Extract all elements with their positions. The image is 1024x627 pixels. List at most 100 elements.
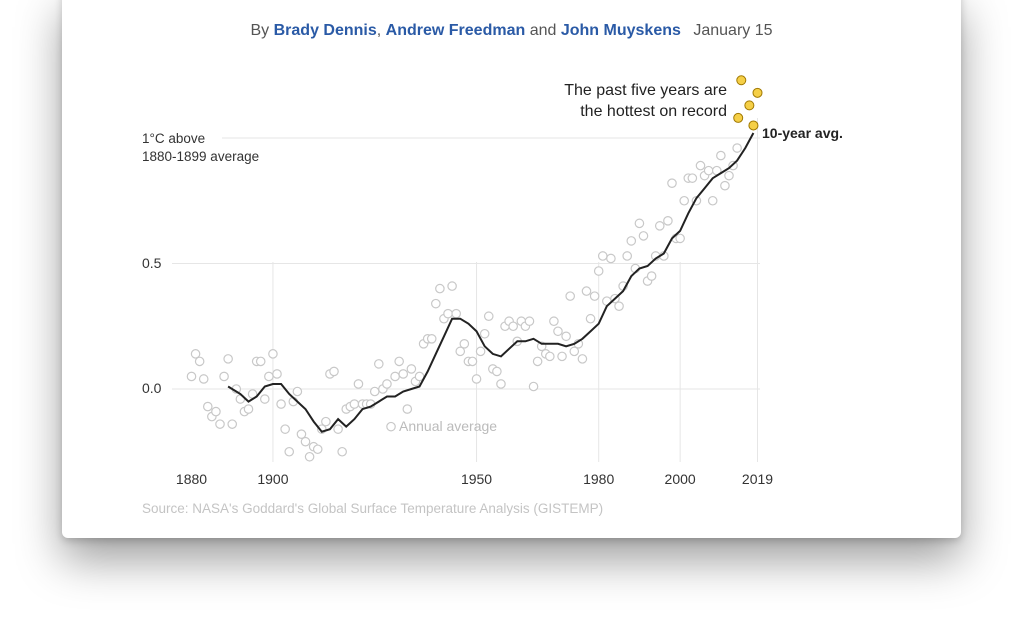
annual-dot [292, 386, 303, 397]
annual-dot [675, 233, 685, 244]
annual-dot [549, 316, 559, 327]
annual-dot [695, 160, 706, 171]
annual-dots [186, 143, 742, 462]
annual-dot [561, 331, 571, 342]
highlight-dot [733, 112, 744, 123]
x-tick-label: 1950 [461, 471, 492, 487]
gridlines [172, 118, 760, 462]
annual-dot [243, 404, 254, 414]
past-five-years-dots [733, 75, 763, 131]
annual-dot [394, 356, 404, 367]
annual-dot [268, 349, 278, 359]
annual-dot [190, 349, 201, 359]
x-axis-ticks: 1880 1900 1950 1980 2000 2019 [176, 471, 773, 487]
annual-dot [496, 379, 506, 389]
y-tick-label: 0.5 [142, 255, 162, 271]
annual-dot [646, 271, 657, 281]
annual-dot [223, 354, 233, 364]
annual-dot [654, 221, 665, 231]
author-link[interactable]: Brady Dennis [273, 22, 377, 39]
annual-dot [545, 351, 555, 362]
annual-dot [198, 374, 209, 384]
annual-dot [593, 266, 604, 276]
annual-dot [679, 195, 690, 206]
annual-dot [443, 308, 453, 319]
author-link[interactable]: John Muyskens [560, 22, 681, 39]
annual-dot [300, 436, 311, 447]
annual-dot [402, 404, 413, 414]
annual-dot [264, 371, 274, 382]
annual-dot [663, 216, 673, 226]
annual-dot [398, 369, 409, 379]
annual-dot [703, 165, 714, 176]
annual-dot [483, 311, 494, 322]
annual-dot [614, 301, 624, 311]
annual-dot [638, 231, 649, 241]
annual-dot [479, 328, 490, 339]
annual-dot [569, 346, 580, 357]
annual-dot [667, 178, 677, 188]
annual-dot [255, 356, 266, 367]
annual-dot [406, 364, 417, 374]
annual-dot [194, 356, 205, 367]
annual-dot [447, 281, 457, 291]
byline-separator: , [376, 22, 382, 39]
byline-separator: and [529, 22, 557, 39]
x-tick-label: 2000 [665, 471, 696, 487]
author-link[interactable]: Andrew Freedman [385, 22, 526, 39]
annual-dot [259, 394, 270, 404]
annual-dot [353, 379, 364, 389]
annual-dot [186, 371, 197, 382]
highlight-note-line2: the hottest on record [580, 103, 727, 120]
annual-dot [349, 399, 360, 409]
byline-prefix: By [250, 22, 270, 39]
annual-dot [606, 253, 616, 264]
annual-dot [426, 333, 437, 344]
annual-dot [296, 429, 307, 439]
highlight-dot [744, 100, 755, 111]
annual-dot [626, 236, 637, 246]
annual-dot [431, 298, 441, 309]
annual-dot [219, 371, 229, 382]
annual-dot [382, 379, 392, 389]
annual-dot [508, 321, 518, 332]
annual-dot [475, 346, 486, 357]
annual-dot [597, 251, 608, 261]
annual-dot [532, 356, 543, 367]
annual-dot [589, 291, 600, 301]
x-tick-label: 2019 [742, 471, 773, 487]
annual-dot [707, 195, 718, 206]
annual-dot [211, 406, 221, 417]
ten-year-avg-line [227, 132, 755, 433]
annual-dot [284, 446, 295, 457]
annual-dot [553, 326, 563, 337]
highlight-dot [752, 87, 763, 98]
annual-dot [467, 356, 478, 367]
annual-dot [720, 180, 730, 191]
ten-year-avg-label: 10-year avg. [762, 125, 843, 141]
annual-dot [304, 451, 315, 462]
byline: By Brady Dennis, Andrew Freedman and Joh… [62, 22, 961, 40]
annual-dot [492, 366, 502, 377]
annual-dot [337, 446, 347, 457]
annual-dot [565, 291, 575, 301]
annual-dot [557, 351, 567, 362]
annual-average-label: Annual average [399, 418, 497, 434]
y-axis-label-line2: 1880-1899 average [142, 149, 259, 164]
annual-dot [333, 424, 343, 434]
annual-dot [272, 369, 282, 379]
annual-dot [312, 444, 323, 455]
y-tick-label: 0.0 [142, 380, 162, 396]
x-tick-label: 1900 [257, 471, 288, 487]
source-note: Source: NASA's Goddard's Global Surface … [142, 501, 603, 516]
annual-dot [577, 354, 588, 364]
annual-dot [390, 371, 400, 382]
annual-dot [471, 374, 482, 384]
publish-date: January 15 [693, 22, 773, 39]
annual-dot [280, 424, 290, 434]
annual-dot [215, 419, 225, 429]
annual-dot [687, 173, 698, 183]
annual-dot [634, 218, 645, 229]
annual-dot [724, 170, 734, 181]
